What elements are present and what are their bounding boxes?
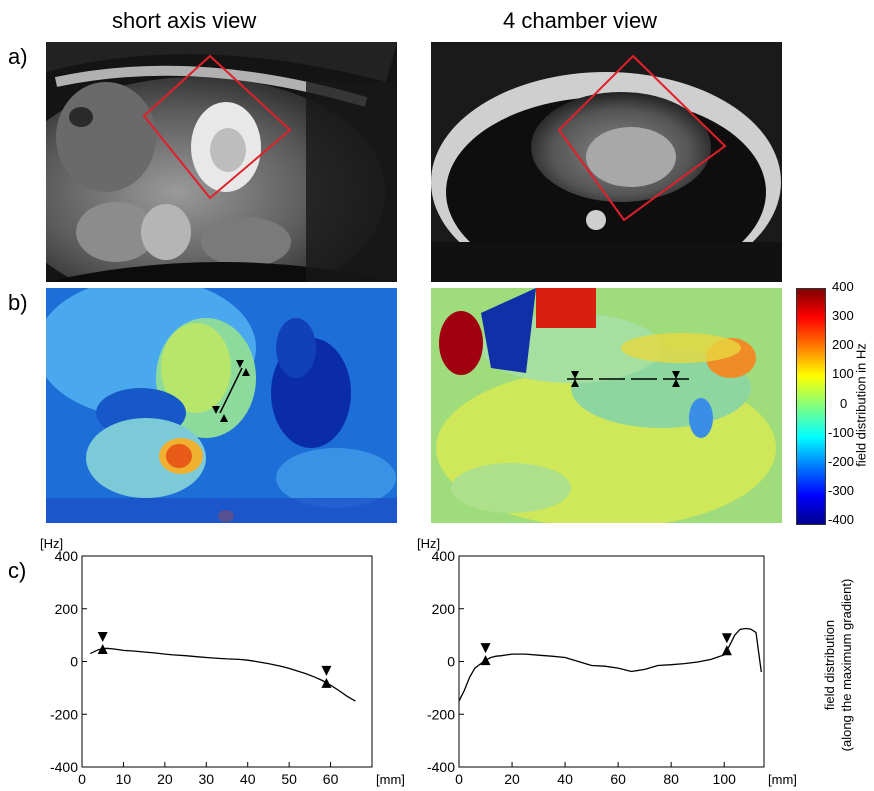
column-title-4-chamber: 4 chamber view xyxy=(503,8,658,33)
y-tick-label: 0 xyxy=(447,654,455,670)
mri-image-short-axis xyxy=(46,42,397,282)
side-label-line1: field distribution xyxy=(822,619,837,711)
x-tick-label: 60 xyxy=(323,771,339,787)
series-line xyxy=(90,647,356,702)
x-tick-label: 60 xyxy=(610,771,626,787)
marker-down-triangle xyxy=(97,631,108,642)
colorbar-tick: 400 xyxy=(832,279,854,294)
slice-box-4-chamber xyxy=(557,54,727,222)
x-tick-label: 0 xyxy=(78,771,86,787)
marker-up-triangle xyxy=(480,655,491,666)
marker-down-triangle xyxy=(321,665,332,676)
colorbar-tick: 200 xyxy=(832,337,854,352)
y-tick-label: 400 xyxy=(432,548,456,564)
y-tick-label: -400 xyxy=(427,759,455,775)
field-map-4-chamber xyxy=(431,288,782,523)
x-tick-label: 0 xyxy=(455,771,463,787)
x-axis-unit: [mm] xyxy=(376,772,405,787)
column-title-short-axis: short axis view xyxy=(112,8,257,33)
x-tick-label: 80 xyxy=(663,771,679,787)
colorbar-tick: 100 xyxy=(832,366,854,381)
y-tick-label: -200 xyxy=(50,706,78,722)
y-tick-label: 0 xyxy=(70,654,78,670)
y-tick-label: 200 xyxy=(55,601,79,617)
y-tick-label: -400 xyxy=(50,759,78,775)
marker-up-triangle xyxy=(321,677,332,688)
x-axis-unit: [mm] xyxy=(768,772,797,787)
field-map-short-axis xyxy=(46,288,397,523)
x-tick-label: 100 xyxy=(713,771,737,787)
colorbar-tick: -400 xyxy=(828,512,855,527)
x-tick-label: 30 xyxy=(198,771,214,787)
y-axis-unit: [Hz] xyxy=(417,536,440,551)
x-tick-label: 50 xyxy=(281,771,297,787)
row-label-c: c) xyxy=(8,558,27,583)
marker-up-triangle xyxy=(721,645,732,656)
series-line xyxy=(458,627,762,702)
plot-frame xyxy=(458,555,765,768)
x-tick-label: 40 xyxy=(240,771,256,787)
x-tick-label: 20 xyxy=(157,771,173,787)
gradient-line-short-axis xyxy=(219,367,243,414)
side-label-line2: (along the maximum gradient) xyxy=(839,578,854,752)
y-axis-unit: [Hz] xyxy=(40,536,63,551)
colorbar xyxy=(796,288,826,525)
y-tick-label: -200 xyxy=(427,706,455,722)
plot-frame xyxy=(81,555,373,768)
marker-up-triangle xyxy=(97,643,108,654)
mri-image-4-chamber xyxy=(431,42,782,282)
x-tick-label: 40 xyxy=(557,771,573,787)
colorbar-tick: -300 xyxy=(828,483,855,498)
row-label-b: b) xyxy=(8,290,28,315)
x-tick-label: 20 xyxy=(504,771,520,787)
row-label-a: a) xyxy=(8,44,28,69)
colorbar-tick: -100 xyxy=(828,425,855,440)
colorbar-tick: 300 xyxy=(832,308,854,323)
slice-box-short-axis xyxy=(142,54,292,200)
colorbar-tick: 0 xyxy=(840,396,848,411)
x-tick-label: 10 xyxy=(116,771,132,787)
marker-down-triangle xyxy=(480,643,491,654)
colorbar-tick: -200 xyxy=(828,454,855,469)
y-tick-label: 200 xyxy=(432,601,456,617)
marker-down-triangle xyxy=(721,633,732,644)
y-tick-label: 400 xyxy=(55,548,79,564)
